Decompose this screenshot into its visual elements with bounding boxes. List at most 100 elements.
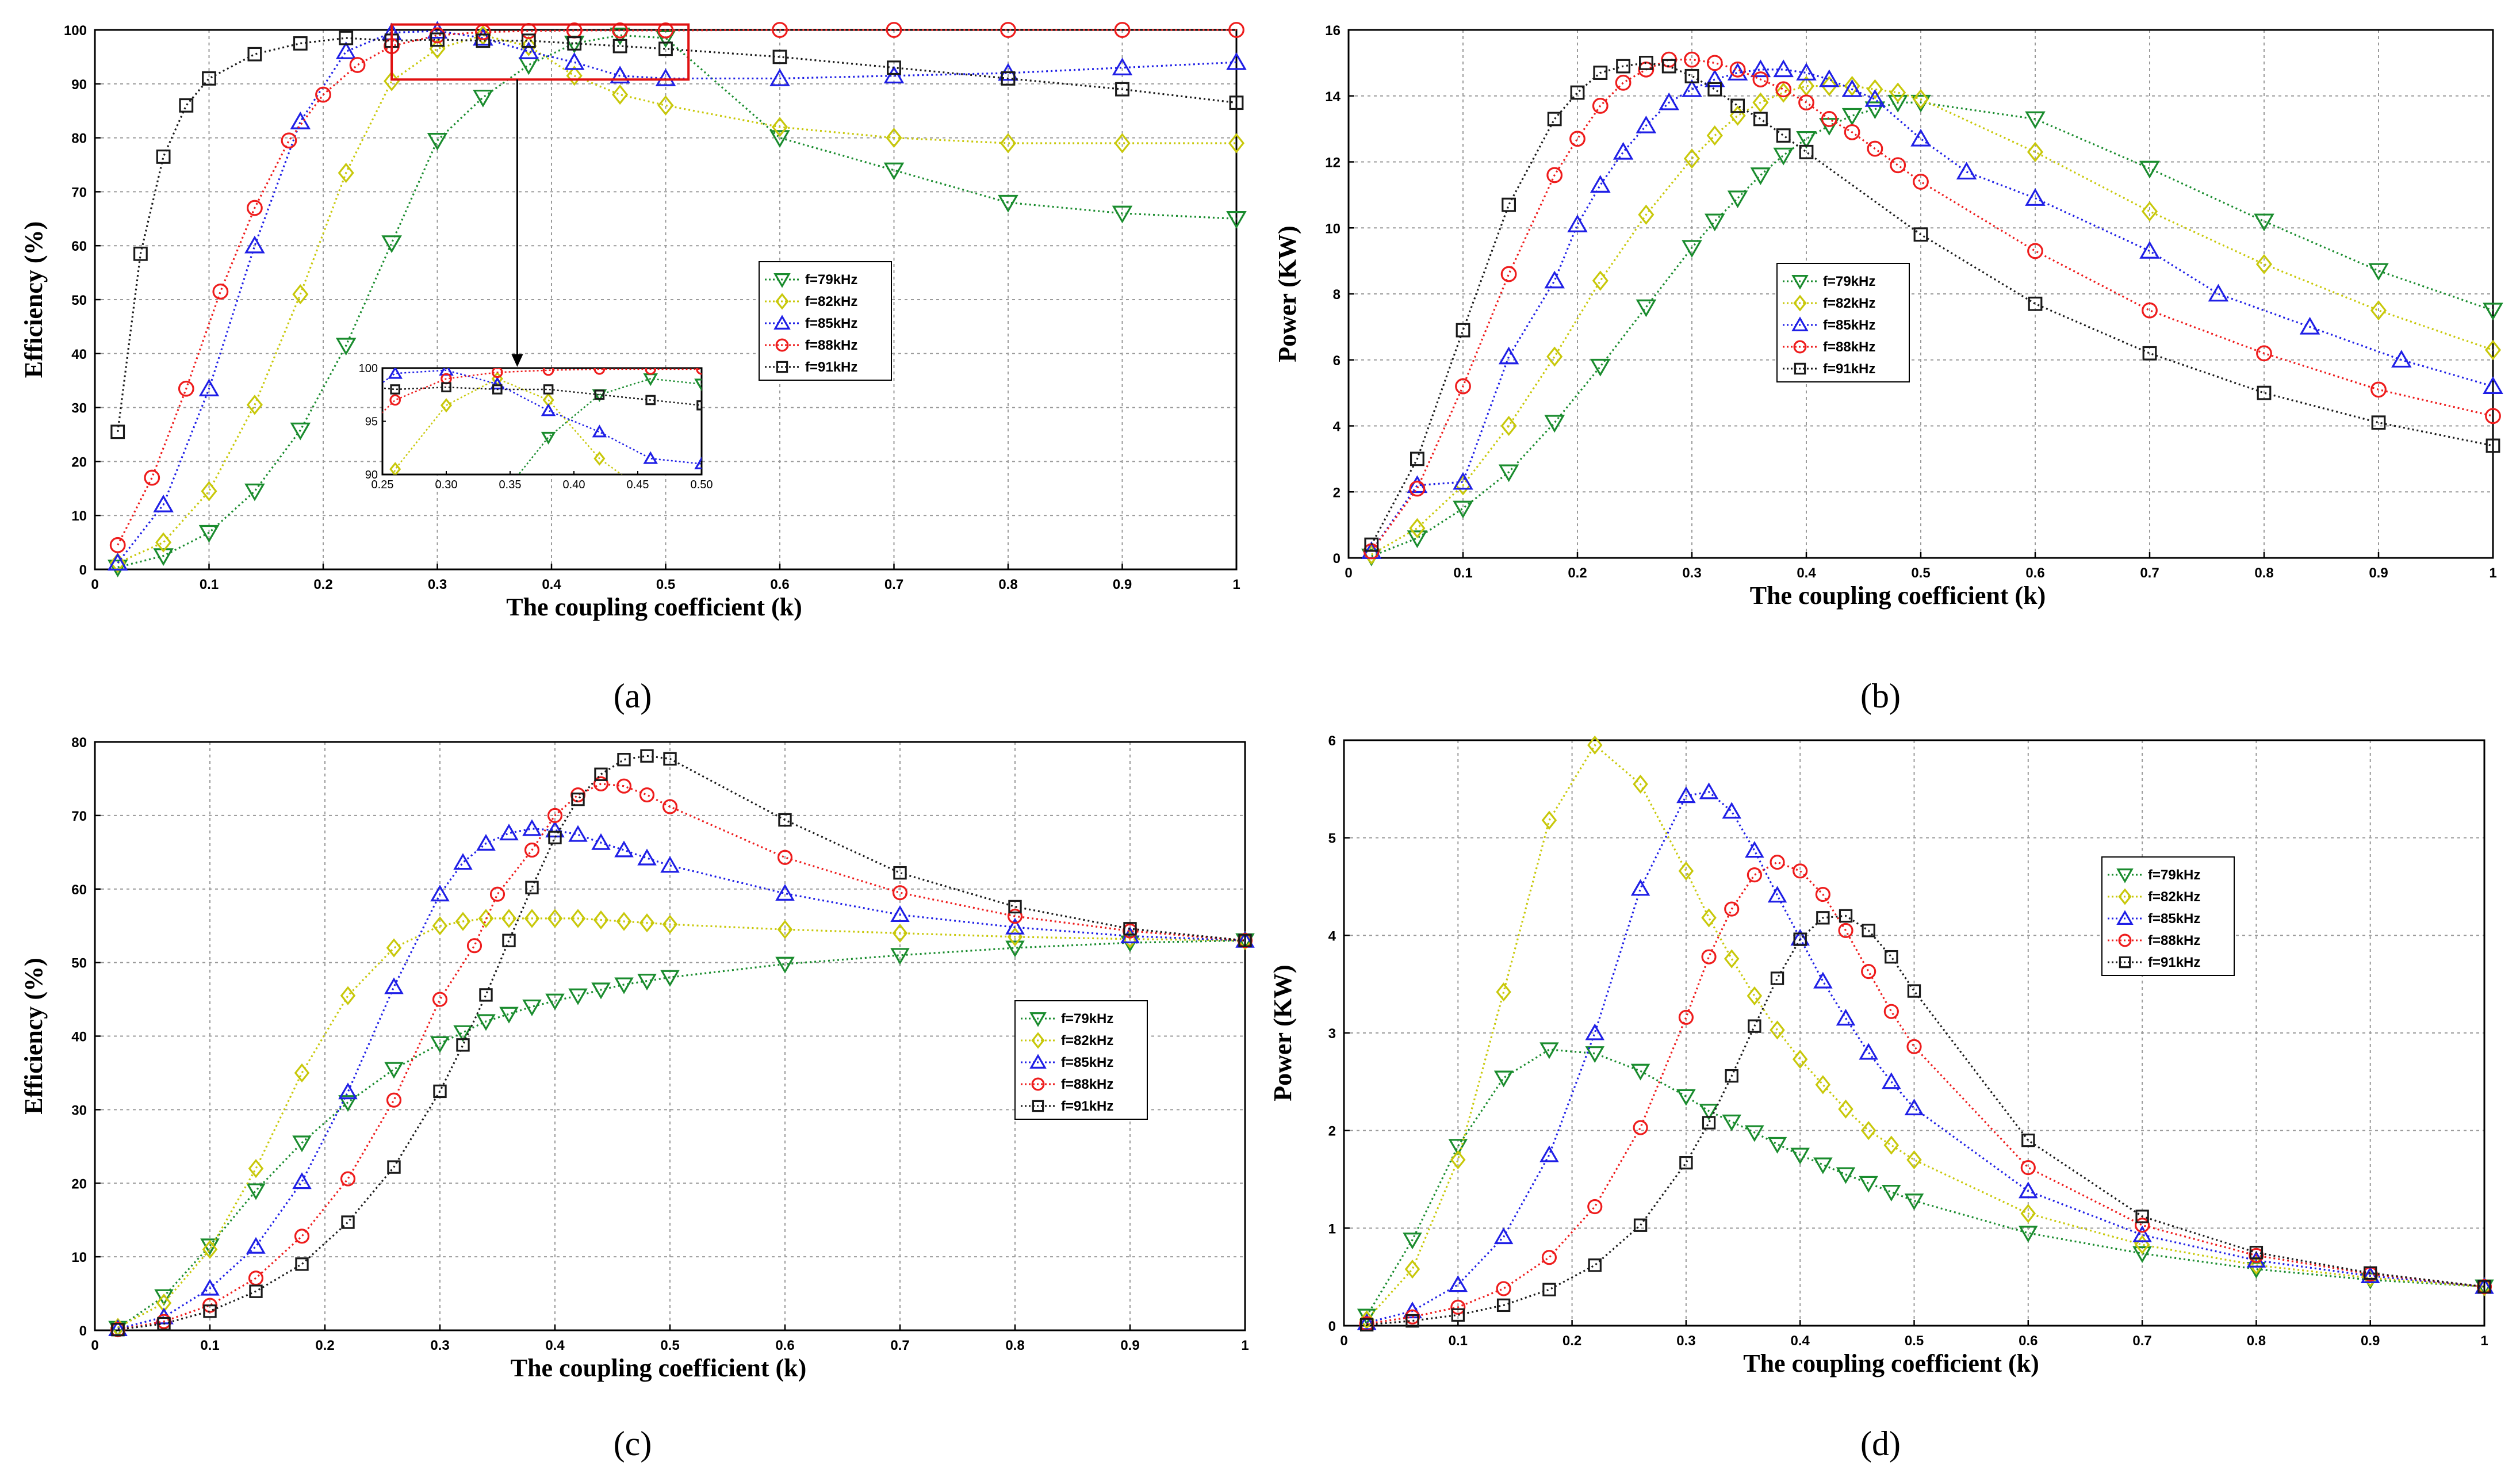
x-tick-label: 0.8 [2247,1333,2266,1349]
data-point [427,132,448,151]
legend-entry: f=82kHz [2148,889,2200,905]
data-point [2027,141,2044,162]
data-point [2257,385,2272,400]
data-point [1904,1193,1924,1211]
panel-caption: (d) [1860,1425,1901,1463]
data-point [1114,133,1131,154]
x-tick-label: 0.2 [313,577,332,592]
data-point [2371,415,2386,430]
data-point [1747,867,1762,883]
legend-marker [1031,1032,1045,1049]
legend: f=79kHz f=82kHz f=85kHz f=88kHz f=91kHz [759,261,892,381]
data-point [499,1007,519,1024]
x-tick-label: 0.8 [1005,1338,1024,1353]
series-f82 [110,909,1253,1337]
data-point [1792,1050,1808,1069]
data-point [1542,1283,1556,1296]
data-point [455,912,471,931]
inset-data-point [694,456,702,469]
data-point [777,849,793,865]
data-point [1633,1120,1648,1135]
series-line [117,917,1246,1329]
data-point [1793,863,1808,879]
data-point [778,813,792,827]
y-tick-label: 12 [1325,155,1341,171]
data-point [432,992,448,1007]
data-point [1885,950,1898,964]
data-point [1570,85,1585,100]
data-point [564,52,585,70]
data-point [1701,949,1717,965]
data-point [1702,1116,1716,1130]
inset-series-line [393,378,623,474]
legend-marker [2119,956,2131,969]
data-point [2019,1181,2038,1199]
legend-entry: f=91kHz [805,359,857,375]
data-point [248,1159,264,1178]
legend-box [2101,856,2235,976]
data-point [1453,500,1473,519]
data-point [591,833,611,850]
series-f85 [107,21,1247,571]
series-f91 [1364,55,2500,552]
y-tick-label: 10 [71,1250,87,1265]
y-tick-label: 4 [1333,419,1341,435]
series-line [117,30,1237,564]
x-tick-label: 0.1 [200,577,219,592]
x-tick-label: 0.5 [660,1338,679,1353]
data-point [1364,537,1379,552]
x-tick-label: 0.6 [775,1338,794,1353]
data-point [340,1171,356,1187]
data-point [1682,79,1702,97]
data-point [1890,157,1906,174]
data-point [156,150,171,164]
data-point [1633,774,1648,794]
data-point [107,559,128,577]
data-point [476,1014,496,1031]
legend-marker [2118,933,2132,947]
inset-data-point [541,403,556,416]
data-point [1796,63,1817,81]
data-point [1882,1185,1901,1202]
x-tick-label: 0.6 [2019,1333,2038,1349]
y-tick-label: 50 [71,293,87,308]
inset-data-point [490,377,505,390]
data-point [1678,861,1694,881]
data-point [1904,1099,1924,1116]
inset-data-point [643,451,658,464]
x-tick-label: 0.8 [2254,565,2273,581]
data-point [998,194,1018,213]
data-point [1887,94,1908,113]
data-point [547,808,563,823]
data-point [1725,1069,1738,1083]
data-point [1750,167,1771,185]
data-point [1592,98,1608,114]
data-point [639,913,655,933]
data-point [1448,1139,1468,1156]
data-point [614,977,634,994]
legend-entry: f=85kHz [1061,1055,1113,1070]
series-line [1366,914,2485,1326]
x-tick-label: 0.6 [770,577,789,592]
data-point [1541,1250,1557,1265]
data-point [1844,75,1860,97]
data-point [1956,162,1977,180]
data-point [522,819,542,836]
data-point [1730,98,1745,113]
series-line [117,755,1246,1331]
data-point [1861,964,1876,979]
y-tick-label: 20 [71,1176,87,1192]
data-point [179,98,194,113]
data-point [1910,128,1931,147]
data-point [1496,1281,1511,1296]
series-line [117,828,1246,1330]
data-point [1727,63,1748,81]
data-point [1590,358,1611,377]
panel-caption: (c) [614,1425,652,1463]
data-point [1912,89,1929,110]
data-point [109,553,126,573]
legend-marker [773,273,791,288]
legend-entry: f=85kHz [805,316,857,331]
x-axis-label: The coupling coefficient (k) [1750,581,2046,610]
legend-marker [2118,888,2132,905]
